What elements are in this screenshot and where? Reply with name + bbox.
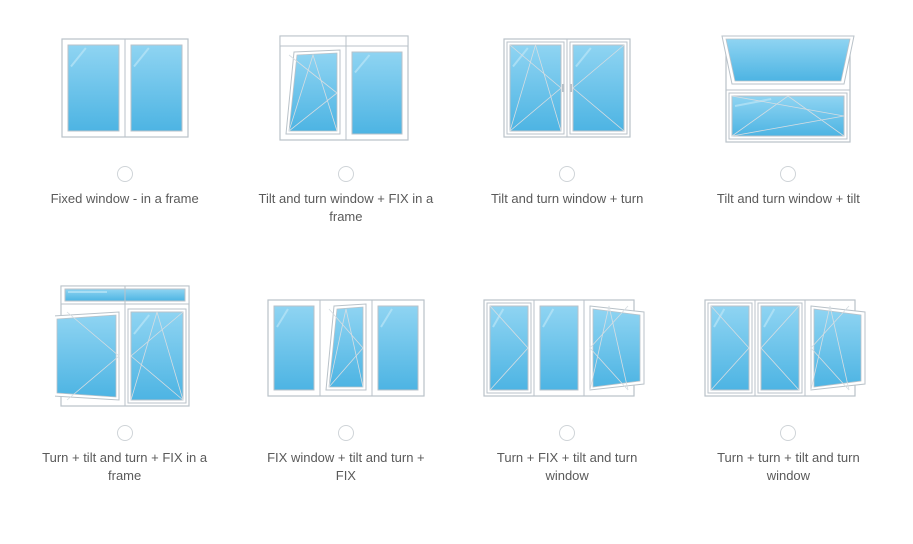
- option-fixed-frame: Fixed window - in a frame: [24, 18, 225, 267]
- option-turn-tiltturn-fix-frame: Turn + tilt and turn + FIX in a frame: [24, 277, 225, 526]
- radio-turn-turn-tiltturn[interactable]: [780, 425, 796, 441]
- radio-turn-fix-tiltturn[interactable]: [559, 425, 575, 441]
- option-turn-turn-tiltturn: Turn + turn + tilt and turn window: [688, 277, 889, 526]
- window-diagram-tilt-turn-plus-turn: [482, 18, 652, 158]
- radio-tilt-turn-plus-fix[interactable]: [338, 166, 354, 182]
- radio-fixed-frame[interactable]: [117, 166, 133, 182]
- label-turn-turn-tiltturn: Turn + turn + tilt and turn window: [698, 449, 878, 484]
- label-fix-tiltturn-fix: FIX window + tilt and turn + FIX: [256, 449, 436, 484]
- label-fixed-frame: Fixed window - in a frame: [51, 190, 199, 208]
- label-turn-tiltturn-fix-frame: Turn + tilt and turn + FIX in a frame: [35, 449, 215, 484]
- label-tilt-turn-plus-tilt: Tilt and turn window + tilt: [717, 190, 860, 208]
- window-diagram-tilt-turn-plus-fix: [261, 18, 431, 158]
- window-options-grid: Fixed window - in a frame Tilt and tur: [0, 0, 913, 544]
- option-tilt-turn-plus-fix: Tilt and turn window + FIX in a frame: [245, 18, 446, 267]
- window-diagram-tilt-turn-plus-tilt: [703, 18, 873, 158]
- window-diagram-turn-fix-tiltturn: [482, 277, 652, 417]
- window-diagram-fixed-frame: [40, 18, 210, 158]
- option-turn-fix-tiltturn: Turn + FIX + tilt and turn window: [467, 277, 668, 526]
- radio-tilt-turn-plus-tilt[interactable]: [780, 166, 796, 182]
- radio-turn-tiltturn-fix-frame[interactable]: [117, 425, 133, 441]
- radio-tilt-turn-plus-turn[interactable]: [559, 166, 575, 182]
- label-tilt-turn-plus-fix: Tilt and turn window + FIX in a frame: [256, 190, 436, 225]
- radio-fix-tiltturn-fix[interactable]: [338, 425, 354, 441]
- option-tilt-turn-plus-turn: Tilt and turn window + turn: [467, 18, 668, 267]
- label-tilt-turn-plus-turn: Tilt and turn window + turn: [491, 190, 643, 208]
- window-diagram-fix-tiltturn-fix: [261, 277, 431, 417]
- window-diagram-turn-tiltturn-fix-frame: [40, 277, 210, 417]
- option-fix-tiltturn-fix: FIX window + tilt and turn + FIX: [245, 277, 446, 526]
- option-tilt-turn-plus-tilt: Tilt and turn window + tilt: [688, 18, 889, 267]
- window-diagram-turn-turn-tiltturn: [703, 277, 873, 417]
- label-turn-fix-tiltturn: Turn + FIX + tilt and turn window: [477, 449, 657, 484]
